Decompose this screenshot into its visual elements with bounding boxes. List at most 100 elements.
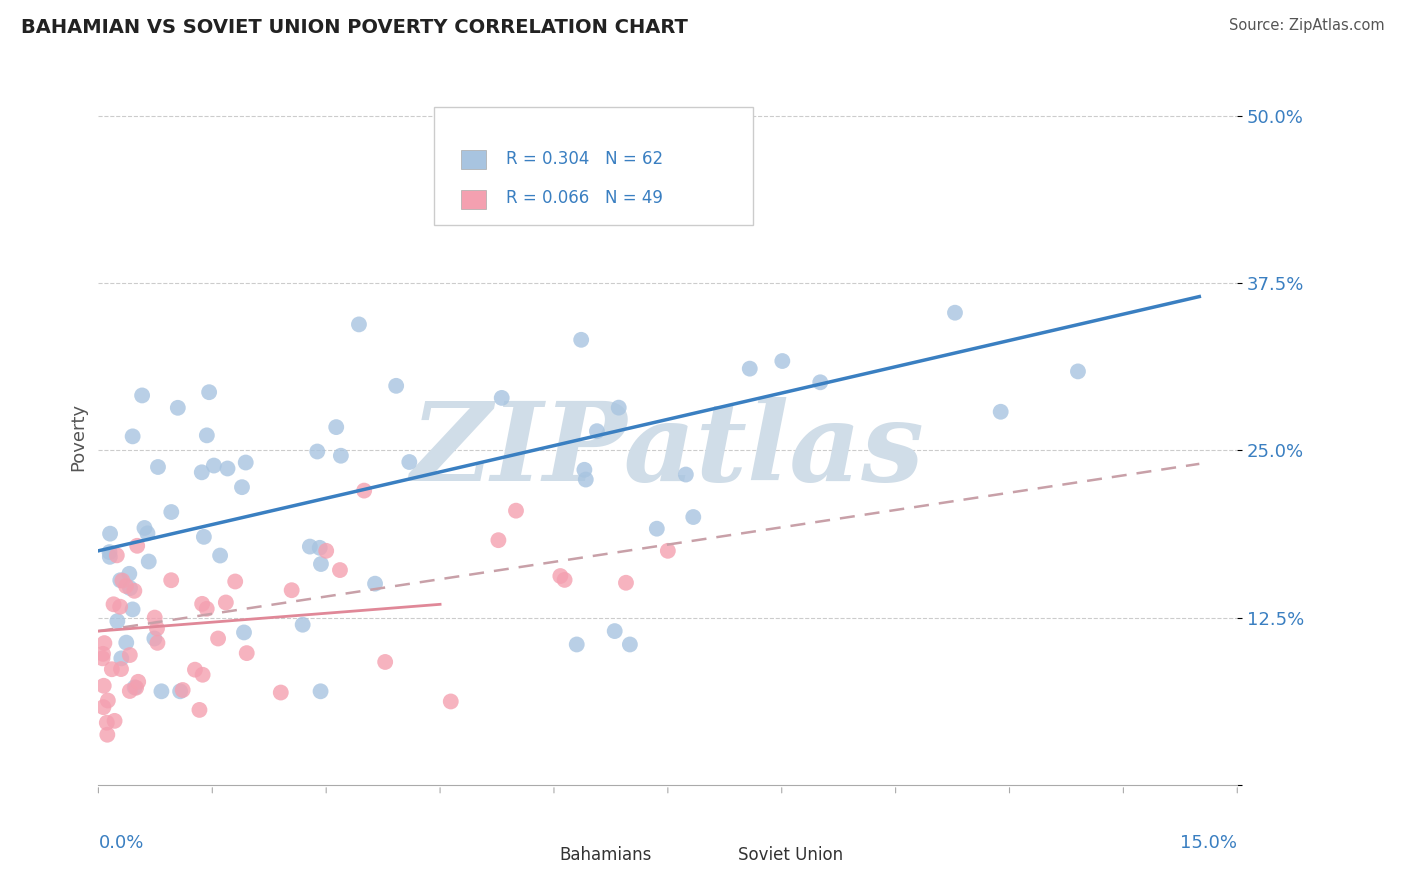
Point — [505, 503, 527, 517]
Point — [115, 635, 138, 649]
Point — [619, 637, 641, 651]
Point — [329, 563, 352, 577]
Point — [169, 684, 191, 698]
Point — [98, 549, 121, 564]
Point — [143, 610, 166, 624]
Point — [96, 715, 118, 730]
Text: 15.0%: 15.0% — [1180, 834, 1237, 852]
Y-axis label: Poverty: Poverty — [69, 403, 87, 471]
Point — [103, 714, 125, 728]
Point — [235, 646, 257, 660]
Point — [93, 700, 115, 714]
Point — [270, 685, 292, 699]
Point — [398, 455, 420, 469]
Point — [191, 466, 214, 480]
Point — [138, 555, 160, 569]
Point — [231, 480, 253, 494]
Point — [193, 530, 215, 544]
Point — [98, 545, 121, 559]
Point — [329, 449, 352, 463]
Point — [215, 595, 238, 609]
Bar — [696, 846, 731, 865]
Point — [1067, 364, 1090, 378]
Point — [110, 573, 132, 587]
Point — [374, 655, 396, 669]
Point — [364, 576, 387, 591]
Point — [614, 575, 637, 590]
Point — [195, 428, 218, 442]
Point — [143, 632, 166, 646]
Point — [943, 306, 966, 320]
Point — [118, 581, 141, 595]
Point — [209, 549, 232, 563]
Point — [569, 333, 592, 347]
Text: BAHAMIAN VS SOVIET UNION POVERTY CORRELATION CHART: BAHAMIAN VS SOVIET UNION POVERTY CORRELA… — [21, 18, 688, 37]
Point — [308, 541, 330, 555]
Point — [146, 622, 169, 636]
Point — [280, 583, 302, 598]
Point — [990, 405, 1012, 419]
Point — [491, 391, 513, 405]
Point — [554, 573, 576, 587]
Point — [121, 429, 143, 443]
Point — [160, 505, 183, 519]
Point — [110, 651, 132, 665]
Point — [309, 684, 332, 698]
Point — [105, 549, 128, 563]
Point — [134, 521, 156, 535]
Point — [96, 728, 118, 742]
Bar — [461, 190, 485, 209]
Point — [127, 674, 149, 689]
Point — [110, 662, 132, 676]
Point — [118, 648, 141, 662]
Point — [125, 681, 148, 695]
Point — [217, 461, 239, 475]
Point — [115, 579, 138, 593]
Point — [575, 473, 598, 487]
Point — [657, 544, 679, 558]
Point — [127, 539, 149, 553]
Point — [770, 354, 793, 368]
Point — [191, 667, 214, 681]
Point — [550, 569, 572, 583]
Point — [574, 463, 596, 477]
Point — [160, 573, 183, 587]
Point — [586, 424, 609, 438]
Point — [309, 557, 332, 571]
Text: R = 0.066   N = 49: R = 0.066 N = 49 — [506, 189, 664, 208]
Point — [150, 684, 173, 698]
Point — [166, 401, 188, 415]
Point — [172, 683, 194, 698]
Point — [93, 636, 115, 650]
Point — [291, 617, 314, 632]
Point — [98, 526, 121, 541]
Point — [347, 318, 370, 332]
Point — [103, 597, 125, 611]
Point — [682, 510, 704, 524]
Point — [131, 388, 153, 402]
Point — [298, 540, 321, 554]
Point — [146, 636, 169, 650]
Point — [188, 703, 211, 717]
Point — [184, 663, 207, 677]
Point — [315, 544, 337, 558]
Point — [607, 401, 630, 415]
Text: R = 0.304   N = 62: R = 0.304 N = 62 — [506, 150, 664, 168]
Point — [146, 460, 169, 475]
Point — [675, 467, 697, 482]
Point — [124, 583, 146, 598]
Bar — [520, 846, 554, 865]
Point — [233, 625, 256, 640]
Point — [235, 456, 257, 470]
Point — [440, 694, 463, 708]
Text: 0.0%: 0.0% — [98, 834, 143, 852]
Point — [195, 602, 218, 616]
Point — [486, 533, 509, 548]
Point — [207, 632, 229, 646]
Point — [191, 597, 214, 611]
Text: ZIPatlas: ZIPatlas — [411, 397, 925, 505]
Point — [224, 574, 246, 589]
Point — [136, 526, 159, 541]
Point — [91, 651, 114, 665]
Point — [101, 662, 124, 676]
